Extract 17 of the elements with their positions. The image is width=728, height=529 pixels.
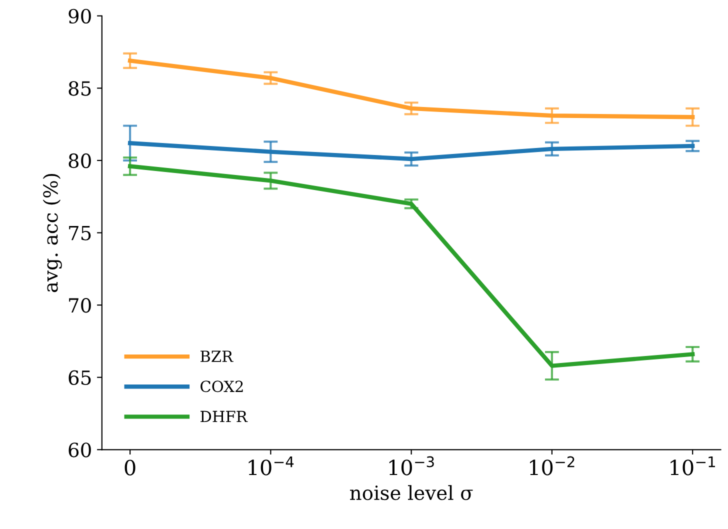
y-tick-label: 80 bbox=[68, 153, 91, 168]
y-tick-label: 70 bbox=[69, 298, 91, 313]
y-tick-label: 75 bbox=[69, 226, 91, 240]
x-tick-label: 10$^{−3}$ bbox=[389, 456, 434, 476]
x-tick-label: 10$^{−1}$ bbox=[670, 456, 715, 476]
x-tick-label: 10$^{−4}$ bbox=[248, 456, 294, 476]
y-tick-label: 60 bbox=[68, 442, 91, 458]
legend-label: COX2 bbox=[200, 380, 243, 392]
x-tick-label: 0 bbox=[124, 460, 136, 476]
y-axis-title: avg. acc (%) bbox=[42, 174, 62, 292]
x-axis-title: noise level σ bbox=[350, 485, 473, 500]
y-tick-label: 90 bbox=[68, 8, 91, 24]
y-tick-label: 85 bbox=[68, 81, 91, 96]
legend-label: BZR bbox=[200, 350, 234, 362]
x-tick-label: 10$^{−2}$ bbox=[530, 456, 574, 476]
y-tick-label: 65 bbox=[68, 370, 91, 386]
legend-label: DHFR bbox=[200, 410, 248, 422]
